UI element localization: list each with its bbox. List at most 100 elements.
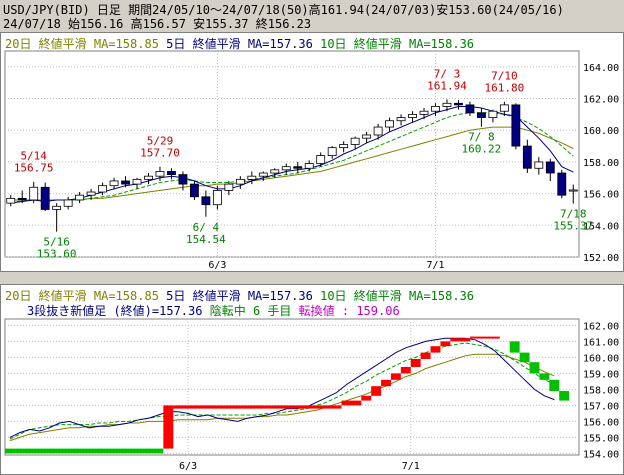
candle-up xyxy=(419,110,429,115)
renko-brick-down xyxy=(539,373,550,380)
candlestick-chart: 152.00 154.00 156.00 158.00 160.00 162.00 164.… xyxy=(4,50,619,271)
legend-ma5: 5日 終値平滑 MA=157.36 xyxy=(166,37,313,51)
ma10-line xyxy=(10,112,574,202)
renko-brick-up xyxy=(440,341,451,347)
renko-brick-up xyxy=(390,373,401,380)
renko-brick-up xyxy=(410,359,421,367)
candle-up xyxy=(63,199,73,207)
candle-up xyxy=(270,169,280,174)
candle-up xyxy=(327,147,337,156)
legend2-ma20: 20日 終値平滑 MA=158.85 xyxy=(5,289,159,303)
legend2-ma5: 5日 終値平滑 MA=157.36 xyxy=(166,289,313,303)
candle-up xyxy=(499,104,509,112)
renko-y-tick-label: 161.00 xyxy=(583,337,619,348)
candle-up xyxy=(350,137,360,145)
candle-down xyxy=(511,104,521,147)
legend-ma10: 10日 終値平滑 MA=158.36 xyxy=(320,37,475,51)
y-tick-label: 158.00 xyxy=(583,158,619,169)
price-annotation: 7/ 3 xyxy=(434,67,461,80)
candle-up xyxy=(224,183,234,191)
candle-up xyxy=(144,175,153,180)
renko-brick-up xyxy=(450,338,471,342)
renko-y-tick-label: 156.00 xyxy=(583,417,619,428)
renko-y-tick-label: 162.00 xyxy=(583,321,619,332)
renko-count: 6 手目 xyxy=(252,304,292,318)
renko-info: 3段抜き新値足 (終値)=157.36 陰転中 6 手目 転換値 : 159.0… xyxy=(27,302,400,319)
candle-down xyxy=(477,112,486,118)
renko-panel: 20日 終値平滑 MA=158.85 5日 終値平滑 MA=157.36 10日… xyxy=(0,284,624,475)
renko-status: 陰転中 xyxy=(209,304,246,318)
candle-up xyxy=(247,175,257,180)
renko-brick-up xyxy=(430,346,441,353)
candle-down xyxy=(167,171,176,176)
candle-down xyxy=(293,166,303,169)
candle-up xyxy=(316,155,326,164)
legend2-ma10: 10日 終値平滑 MA=158.36 xyxy=(320,289,475,303)
renko-y-tick-label: 158.00 xyxy=(583,385,619,396)
candle-down xyxy=(454,102,463,106)
renko-brick-down xyxy=(509,341,520,353)
price-annotation: 155.37 xyxy=(553,220,593,233)
renko-brick-up xyxy=(173,405,342,409)
candle-up xyxy=(6,197,16,204)
candle-up xyxy=(258,172,268,177)
plot-frame xyxy=(4,50,580,258)
candle-down xyxy=(40,186,50,210)
candle-up xyxy=(442,102,452,107)
renko-y-tick-label: 160.00 xyxy=(583,353,619,364)
candle-down xyxy=(121,180,130,185)
renko-reversal: 転換値 : 159.06 xyxy=(298,304,400,318)
y-tick-label: 156.00 xyxy=(583,190,619,201)
renko-brick-up xyxy=(341,400,362,406)
candle-up xyxy=(86,191,96,196)
price-annotation: 154.54 xyxy=(186,233,226,246)
renko-plot-frame xyxy=(4,318,580,456)
candle-up xyxy=(235,178,245,185)
ma20-line xyxy=(10,126,574,201)
candle-up xyxy=(132,178,142,185)
candle-up xyxy=(304,163,314,169)
candle-up xyxy=(362,134,372,139)
price-annotation: 156.75 xyxy=(14,162,54,175)
candle-up xyxy=(396,117,406,122)
renko-brick-up xyxy=(420,352,431,359)
renko-brick-down xyxy=(5,448,164,454)
price-annotation: 6/ 4 xyxy=(193,221,220,234)
y-tick-label: 152.00 xyxy=(583,253,619,264)
candlestick-panel: 20日 終値平滑 MA=158.85 5日 終値平滑 MA=157.36 10日… xyxy=(0,32,624,272)
candle-legend: 20日 終値平滑 MA=158.85 5日 終値平滑 MA=157.36 10日… xyxy=(5,35,474,52)
candle-up xyxy=(408,113,417,118)
x-tick-label: 7/1 xyxy=(426,260,444,271)
y-tick-label: 162.00 xyxy=(583,95,619,106)
candle-up xyxy=(373,126,383,136)
candle-up xyxy=(29,186,39,201)
renko-brick-down xyxy=(559,391,570,401)
renko-legend: 20日 終値平滑 MA=158.85 5日 終値平滑 MA=157.36 10日… xyxy=(5,287,474,304)
renko-y-tick-label: 159.00 xyxy=(583,369,619,380)
renko-ma5-line xyxy=(9,337,555,438)
price-annotation: 7/10 xyxy=(491,70,518,83)
renko-x-tick-label: 6/3 xyxy=(179,461,197,472)
candle-up xyxy=(385,120,394,128)
candle-up xyxy=(212,190,222,206)
candle-down xyxy=(557,172,567,196)
renko-y-tick-label: 157.00 xyxy=(583,401,619,412)
renko-brick-up xyxy=(470,336,500,339)
renko-brick-down xyxy=(549,379,560,391)
candle-up xyxy=(155,171,165,177)
y-tick-label: 154.00 xyxy=(583,221,619,232)
candle-down xyxy=(178,174,188,185)
candle-up xyxy=(488,110,498,118)
candle-up xyxy=(281,166,291,171)
candle-down xyxy=(465,104,475,114)
price-annotation: 5/16 xyxy=(43,236,70,249)
price-annotation: 161.80 xyxy=(485,82,525,95)
price-annotation: 157.70 xyxy=(140,147,180,160)
candle-up xyxy=(109,180,119,187)
price-annotation: 160.22 xyxy=(462,143,502,156)
renko-y-tick-label: 155.00 xyxy=(583,433,619,444)
renko-x-tick-label: 7/1 xyxy=(402,461,420,472)
legend-ma20: 20日 終値平滑 MA=158.85 xyxy=(5,37,159,51)
price-annotation: 161.94 xyxy=(427,79,467,92)
candle-down xyxy=(190,183,199,198)
